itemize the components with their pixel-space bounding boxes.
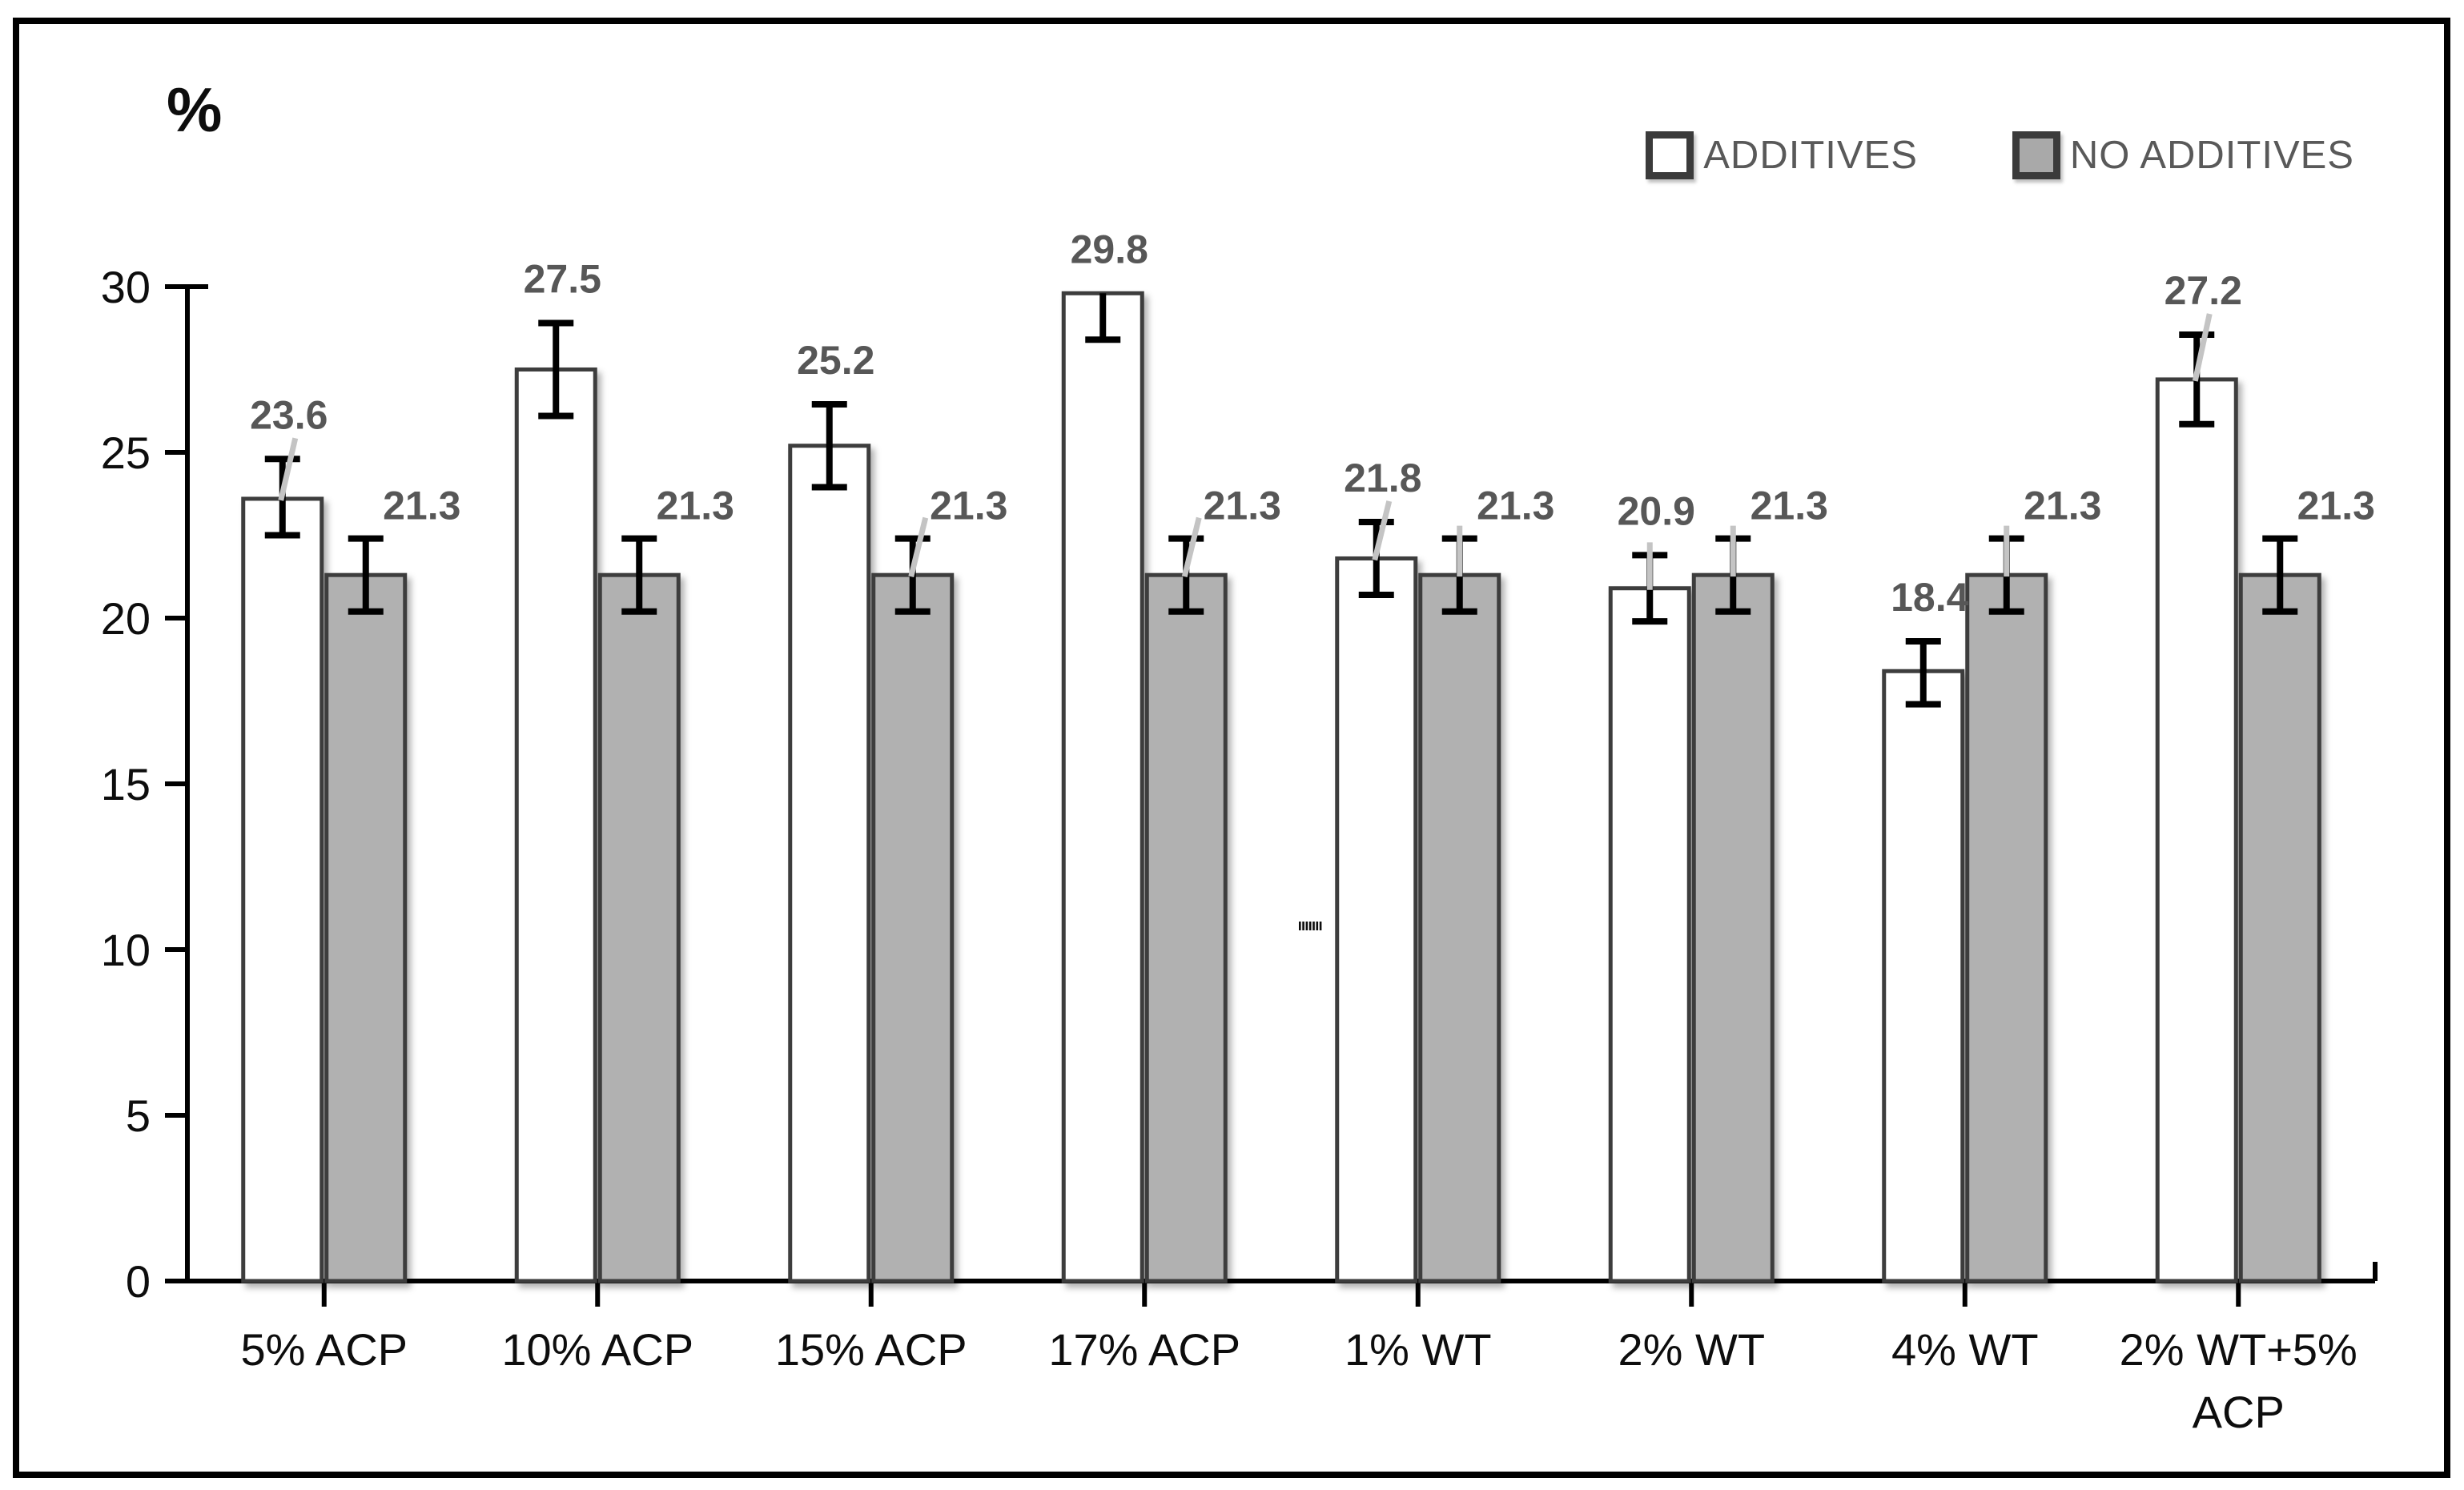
data-label: 21.3 <box>657 484 734 528</box>
stray-mark <box>1302 922 1304 930</box>
bar-additives-2% WT+5% ACP <box>2155 377 2238 1283</box>
bar-additives-15% ACP <box>788 444 871 1283</box>
data-label: 21.3 <box>383 484 460 528</box>
data-label: 21.3 <box>1751 484 1828 528</box>
y-tick-label: 10 <box>101 925 151 975</box>
category-label: 4% WT <box>1891 1324 2039 1375</box>
data-label: 27.5 <box>524 257 601 302</box>
bar-no-additives-10% ACP <box>597 572 681 1283</box>
bar-additives-5% ACP <box>241 496 324 1283</box>
bar-no-additives-4% WT <box>1965 572 2048 1283</box>
data-label: 21.8 <box>1344 456 1421 500</box>
bar-no-additives-2% WT <box>1691 572 1775 1283</box>
y-tick-label: 15 <box>101 759 151 809</box>
bar-no-additives-1% WT <box>1418 572 1501 1283</box>
category-label: 5% ACP <box>240 1324 408 1375</box>
bar-no-additives-5% ACP <box>324 572 408 1283</box>
data-label: 27.2 <box>2165 268 2242 313</box>
stray-mark <box>1316 922 1319 930</box>
data-label: 23.6 <box>250 392 328 437</box>
category-label: 17% ACP <box>1048 1324 1240 1375</box>
label-leader-line <box>1372 500 1393 561</box>
data-label: 20.9 <box>1618 488 1695 533</box>
data-label: 21.3 <box>1477 484 1554 528</box>
bar-no-additives-2% WT+5% ACP <box>2238 572 2321 1283</box>
bar-no-additives-17% ACP <box>1144 572 1228 1283</box>
stray-mark <box>1308 922 1312 930</box>
data-label: 21.3 <box>1204 484 1281 528</box>
bar-additives-2% WT <box>1608 586 1691 1283</box>
category-label: ACP <box>2193 1387 2285 1437</box>
data-label: 29.8 <box>1071 227 1148 271</box>
label-leader-line <box>1181 516 1202 578</box>
stray-mark <box>1305 922 1308 930</box>
y-tick-label: 30 <box>101 262 151 312</box>
label-leader-line <box>2192 313 2213 382</box>
data-label: 25.2 <box>797 338 874 383</box>
category-label: 2% WT+5% <box>2120 1324 2357 1375</box>
bar-additives-17% ACP <box>1061 291 1144 1283</box>
category-label: 15% ACP <box>775 1324 967 1375</box>
y-tick-label: 0 <box>126 1256 151 1307</box>
label-leader-line <box>908 516 929 578</box>
bar-additives-1% WT <box>1335 556 1418 1283</box>
y-axis-unit-label: % <box>167 74 223 145</box>
stray-mark <box>1319 922 1322 930</box>
additives-swatch-icon <box>1646 131 1694 179</box>
category-label: 1% WT <box>1345 1324 1492 1375</box>
legend-label-additives: ADDITIVES <box>1703 134 1918 177</box>
legend: ADDITIVES NO ADDITIVES <box>1646 131 2354 179</box>
bar-no-additives-15% ACP <box>871 572 955 1283</box>
category-label: 2% WT <box>1618 1324 1765 1375</box>
data-label: 21.3 <box>2297 484 2375 528</box>
stray-mark <box>1312 922 1315 930</box>
y-tick-label: 5 <box>126 1090 151 1141</box>
bar-additives-10% ACP <box>514 367 597 1283</box>
label-leader-line <box>278 437 299 501</box>
data-label: 21.3 <box>2024 484 2101 528</box>
legend-item-no-additives: NO ADDITIVES <box>2012 131 2354 179</box>
stray-mark <box>1299 922 1301 930</box>
legend-label-no-additives: NO ADDITIVES <box>2069 134 2354 177</box>
no-additives-swatch-icon <box>2012 131 2060 179</box>
category-label: 10% ACP <box>501 1324 693 1375</box>
legend-item-additives: ADDITIVES <box>1646 131 1918 179</box>
y-tick-label: 25 <box>101 428 151 478</box>
y-tick-label: 20 <box>101 593 151 644</box>
data-label: 21.3 <box>930 484 1007 528</box>
bar-additives-4% WT <box>1882 669 1965 1283</box>
data-label: 18.4 <box>1891 575 1969 620</box>
